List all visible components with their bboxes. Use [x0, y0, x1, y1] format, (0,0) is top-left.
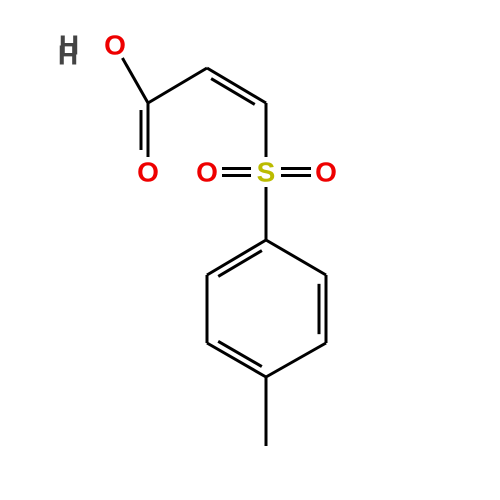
atom-O_oh: O	[104, 30, 126, 61]
atom-O_s2: O	[315, 157, 337, 188]
bond-C2-C3	[207, 68, 266, 104]
bond-S-O_s1	[222, 169, 251, 176]
bond-O_oh-C1	[122, 58, 148, 103]
bond-C1-C2	[148, 68, 207, 103]
bond-B6-B1	[266, 240, 326, 275]
atom-O_s1: O	[196, 157, 218, 188]
bond-B3-B4	[207, 341, 266, 377]
bond-B1-B2	[207, 240, 266, 276]
bond-B4-B5	[266, 343, 326, 377]
bond-S-O_s2	[281, 169, 311, 176]
atom-S: S	[257, 157, 276, 188]
atom-O_co: O	[137, 157, 159, 188]
bond-B5-B6	[319, 275, 326, 343]
molecule-diagram: HOOSOOH	[0, 0, 500, 500]
label-0: H	[58, 40, 78, 71]
bond-C1-O_co	[141, 103, 148, 157]
